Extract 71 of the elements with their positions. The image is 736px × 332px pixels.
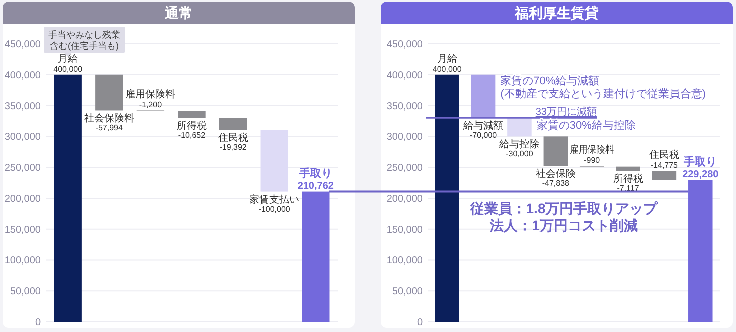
bar [260,130,288,192]
x-tick-label: 雇用保険料 [126,88,176,101]
y-tick-label: 350,000 [4,101,42,112]
bar [471,74,496,118]
x-tick-label: 所得税 [613,173,644,186]
x-tick-label: 社会保険料 [84,112,134,125]
bar [96,74,124,111]
y-tick-label: 350,000 [386,101,424,112]
x-tick-label: 手取り [683,155,718,168]
data-label: -57,994 [96,124,124,133]
y-tick-label: 250,000 [386,163,424,174]
data-label: 210,762 [298,180,334,192]
y-tick-label: 50,000 [10,286,42,298]
ref-line-label: 33万円に減額 [536,106,597,118]
x-tick-label: 月給 [437,52,458,65]
annotation: 手当やみなし残業含む(住宅手当も) [48,30,121,51]
x-tick-label: 給与控除 [498,138,540,151]
bar [616,166,640,172]
annotation: 家賃の30%給与控除 [536,119,636,132]
data-label: -100,000 [258,204,291,214]
x-tick-label: 住民税 [649,149,680,162]
bar [219,118,248,130]
bar [688,180,713,322]
annotation: 法人：1万円コスト削減 [489,217,638,234]
y-tick-label: 200,000 [386,194,424,205]
y-tick-label: 100,000 [4,256,42,267]
data-label: -10,652 [178,131,206,140]
chart-title: 福利厚生賃貸 [514,5,599,21]
data-label: 400,000 [432,64,462,74]
y-tick-label: 50,000 [392,286,424,298]
y-tick-label: 150,000 [386,224,424,236]
x-tick-label: 手取り [298,166,332,180]
bar [302,192,330,322]
bar [652,171,677,180]
data-label: 229,280 [682,169,720,180]
y-tick-label: 200,000 [4,194,42,205]
x-tick-label: 所得税 [177,120,207,132]
data-label: -19,392 [220,143,248,152]
annotation: 従業員：1.8万円手取りアップ [469,200,659,217]
bar [508,118,532,137]
data-label: -1,200 [139,100,163,110]
bar [544,136,568,166]
chart-title: 通常 [164,5,193,21]
y-tick-label: 300,000 [4,132,42,144]
y-tick-label: 0 [35,318,42,328]
y-tick-label: 150,000 [4,224,42,236]
x-tick-label: 家賃支払い [250,194,300,206]
y-tick-label: 300,000 [386,132,424,144]
x-tick-label: 月給 [58,52,78,65]
data-label: -7,117 [617,184,640,194]
y-tick-label: 100,000 [386,256,424,267]
y-tick-label: 250,000 [4,163,42,174]
x-tick-label: 給与減額 [462,120,504,132]
data-label: -30,000 [506,150,534,159]
bar [178,111,206,118]
annotation: 家賃の70%給与減額(不動産で支給という建付けで従業員合意) [500,74,706,100]
data-label: -47,838 [542,179,570,188]
x-tick-label: 住民税 [218,132,248,144]
y-tick-label: 450,000 [386,40,424,50]
y-tick-label: 0 [417,318,424,328]
y-tick-label: 400,000 [4,70,42,82]
bar [435,74,460,322]
data-label: -14,775 [650,161,679,170]
y-tick-label: 400,000 [386,70,424,82]
data-label: -990 [584,156,601,166]
x-tick-label: 雇用保険料 [570,144,620,156]
y-tick-label: 450,000 [4,40,42,50]
data-label: 400,000 [54,64,84,74]
x-tick-label: 社会保険 [536,168,576,180]
bar [54,74,82,322]
data-label: -70,000 [470,131,498,140]
